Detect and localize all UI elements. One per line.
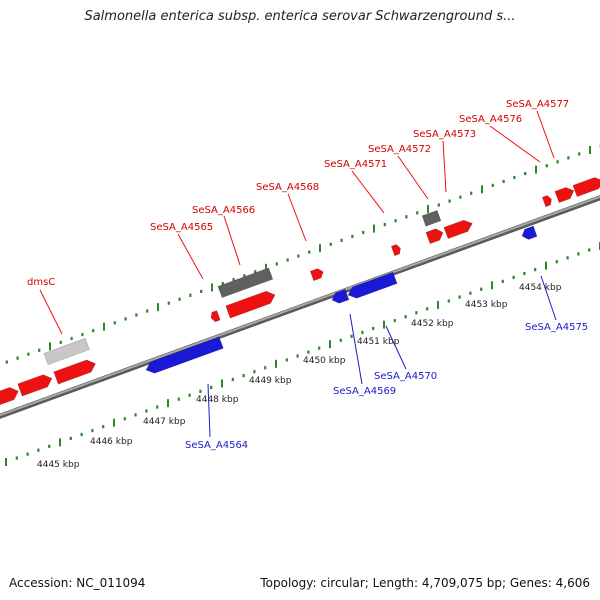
gene-label[interactable]: SeSA_A4566 bbox=[192, 205, 255, 216]
gene-label[interactable]: SeSA_A4568 bbox=[256, 182, 319, 193]
label-connector-line bbox=[540, 275, 557, 321]
forward-gene-arrow[interactable] bbox=[541, 195, 552, 208]
gene-label[interactable]: SeSA_A4564 bbox=[185, 440, 248, 451]
gene-label[interactable]: SeSA_A4571 bbox=[324, 159, 387, 170]
label-connector-line bbox=[207, 383, 211, 438]
gene-label[interactable]: SeSA_A4572 bbox=[368, 144, 431, 155]
forward-gene-arrow[interactable] bbox=[210, 310, 221, 323]
label-connector-line bbox=[177, 233, 204, 280]
feature-track bbox=[0, 177, 600, 406]
label-connector-line bbox=[536, 110, 555, 159]
label-connector-line bbox=[442, 140, 447, 193]
gene-label[interactable]: SeSA_A4576 bbox=[459, 114, 522, 125]
forward-gene-arrow[interactable] bbox=[425, 228, 444, 244]
forward-gene-arrow[interactable] bbox=[309, 268, 324, 282]
forward-gene-arrow[interactable] bbox=[443, 219, 473, 239]
gene-label[interactable]: SeSA_A4570 bbox=[374, 371, 437, 382]
kbp-label: 4452 kbp bbox=[411, 319, 454, 329]
reverse-gene-arrow[interactable] bbox=[347, 271, 398, 299]
gene-label[interactable]: dmsC bbox=[27, 277, 55, 288]
genome-summary-text: Topology: circular; Length: 4,709,075 bp… bbox=[260, 576, 590, 590]
scale-labels: 4445 kbp 4446 kbp 4447 kbp 4448 kbp 4449… bbox=[37, 283, 562, 470]
kbp-label: 4451 kbp bbox=[357, 337, 400, 347]
forward-gene-arrow[interactable] bbox=[17, 374, 53, 397]
pseudo-gene-box[interactable] bbox=[43, 337, 90, 365]
gene-label[interactable]: SeSA_A4577 bbox=[506, 99, 569, 110]
label-connector-line bbox=[489, 125, 541, 163]
label-connector-line bbox=[397, 155, 429, 200]
kbp-label: 4445 kbp bbox=[37, 460, 80, 470]
label-connector-line bbox=[349, 313, 363, 385]
gene-label[interactable]: SeSA_A4573 bbox=[413, 129, 476, 140]
reverse-gene-arrow[interactable] bbox=[145, 336, 224, 374]
kbp-label: 4450 kbp bbox=[303, 356, 346, 366]
other-feature-box[interactable] bbox=[421, 210, 442, 227]
forward-gene-labels: dmsC SeSA_A4565 SeSA_A4566 SeSA_A4568 Se… bbox=[27, 99, 569, 288]
accession-text: Accession: NC_011094 bbox=[9, 576, 146, 590]
reverse-gene-arrow[interactable] bbox=[521, 225, 538, 240]
kbp-label: 4449 kbp bbox=[249, 376, 292, 386]
gene-label[interactable]: SeSA_A4565 bbox=[150, 222, 213, 233]
label-connector-line bbox=[385, 325, 407, 370]
reverse-gene-labels: SeSA_A4564 SeSA_A4569 SeSA_A4570 SeSA_A4… bbox=[185, 322, 588, 451]
gene-label[interactable]: SeSA_A4569 bbox=[333, 386, 396, 397]
label-connector-line bbox=[39, 289, 63, 335]
label-connector-line bbox=[351, 170, 385, 214]
forward-gene-arrow[interactable] bbox=[0, 387, 19, 406]
reverse-gene-arrow[interactable] bbox=[331, 289, 350, 304]
label-connector-line bbox=[287, 193, 307, 242]
forward-gene-arrow[interactable] bbox=[554, 187, 575, 203]
kbp-label: 4446 kbp bbox=[90, 437, 133, 447]
genome-backbone-highlight bbox=[0, 195, 600, 417]
kbp-label: 4448 kbp bbox=[196, 395, 239, 405]
label-connector-line bbox=[223, 215, 241, 266]
forward-gene-arrow[interactable] bbox=[53, 359, 96, 385]
gene-label[interactable]: SeSA_A4575 bbox=[525, 322, 588, 333]
label-connectors bbox=[39, 110, 557, 438]
forward-gene-arrow[interactable] bbox=[225, 290, 276, 319]
map-title: Salmonella enterica subsp. enterica sero… bbox=[84, 9, 516, 24]
forward-gene-arrow[interactable] bbox=[572, 177, 600, 197]
forward-gene-arrow[interactable] bbox=[390, 244, 401, 257]
upper-tick-row bbox=[5, 144, 600, 364]
lower-tick-row bbox=[5, 242, 600, 466]
kbp-label: 4454 kbp bbox=[519, 283, 562, 293]
kbp-label: 4453 kbp bbox=[465, 300, 508, 310]
kbp-label: 4447 kbp bbox=[143, 417, 186, 427]
other-feature-box[interactable] bbox=[217, 267, 274, 298]
